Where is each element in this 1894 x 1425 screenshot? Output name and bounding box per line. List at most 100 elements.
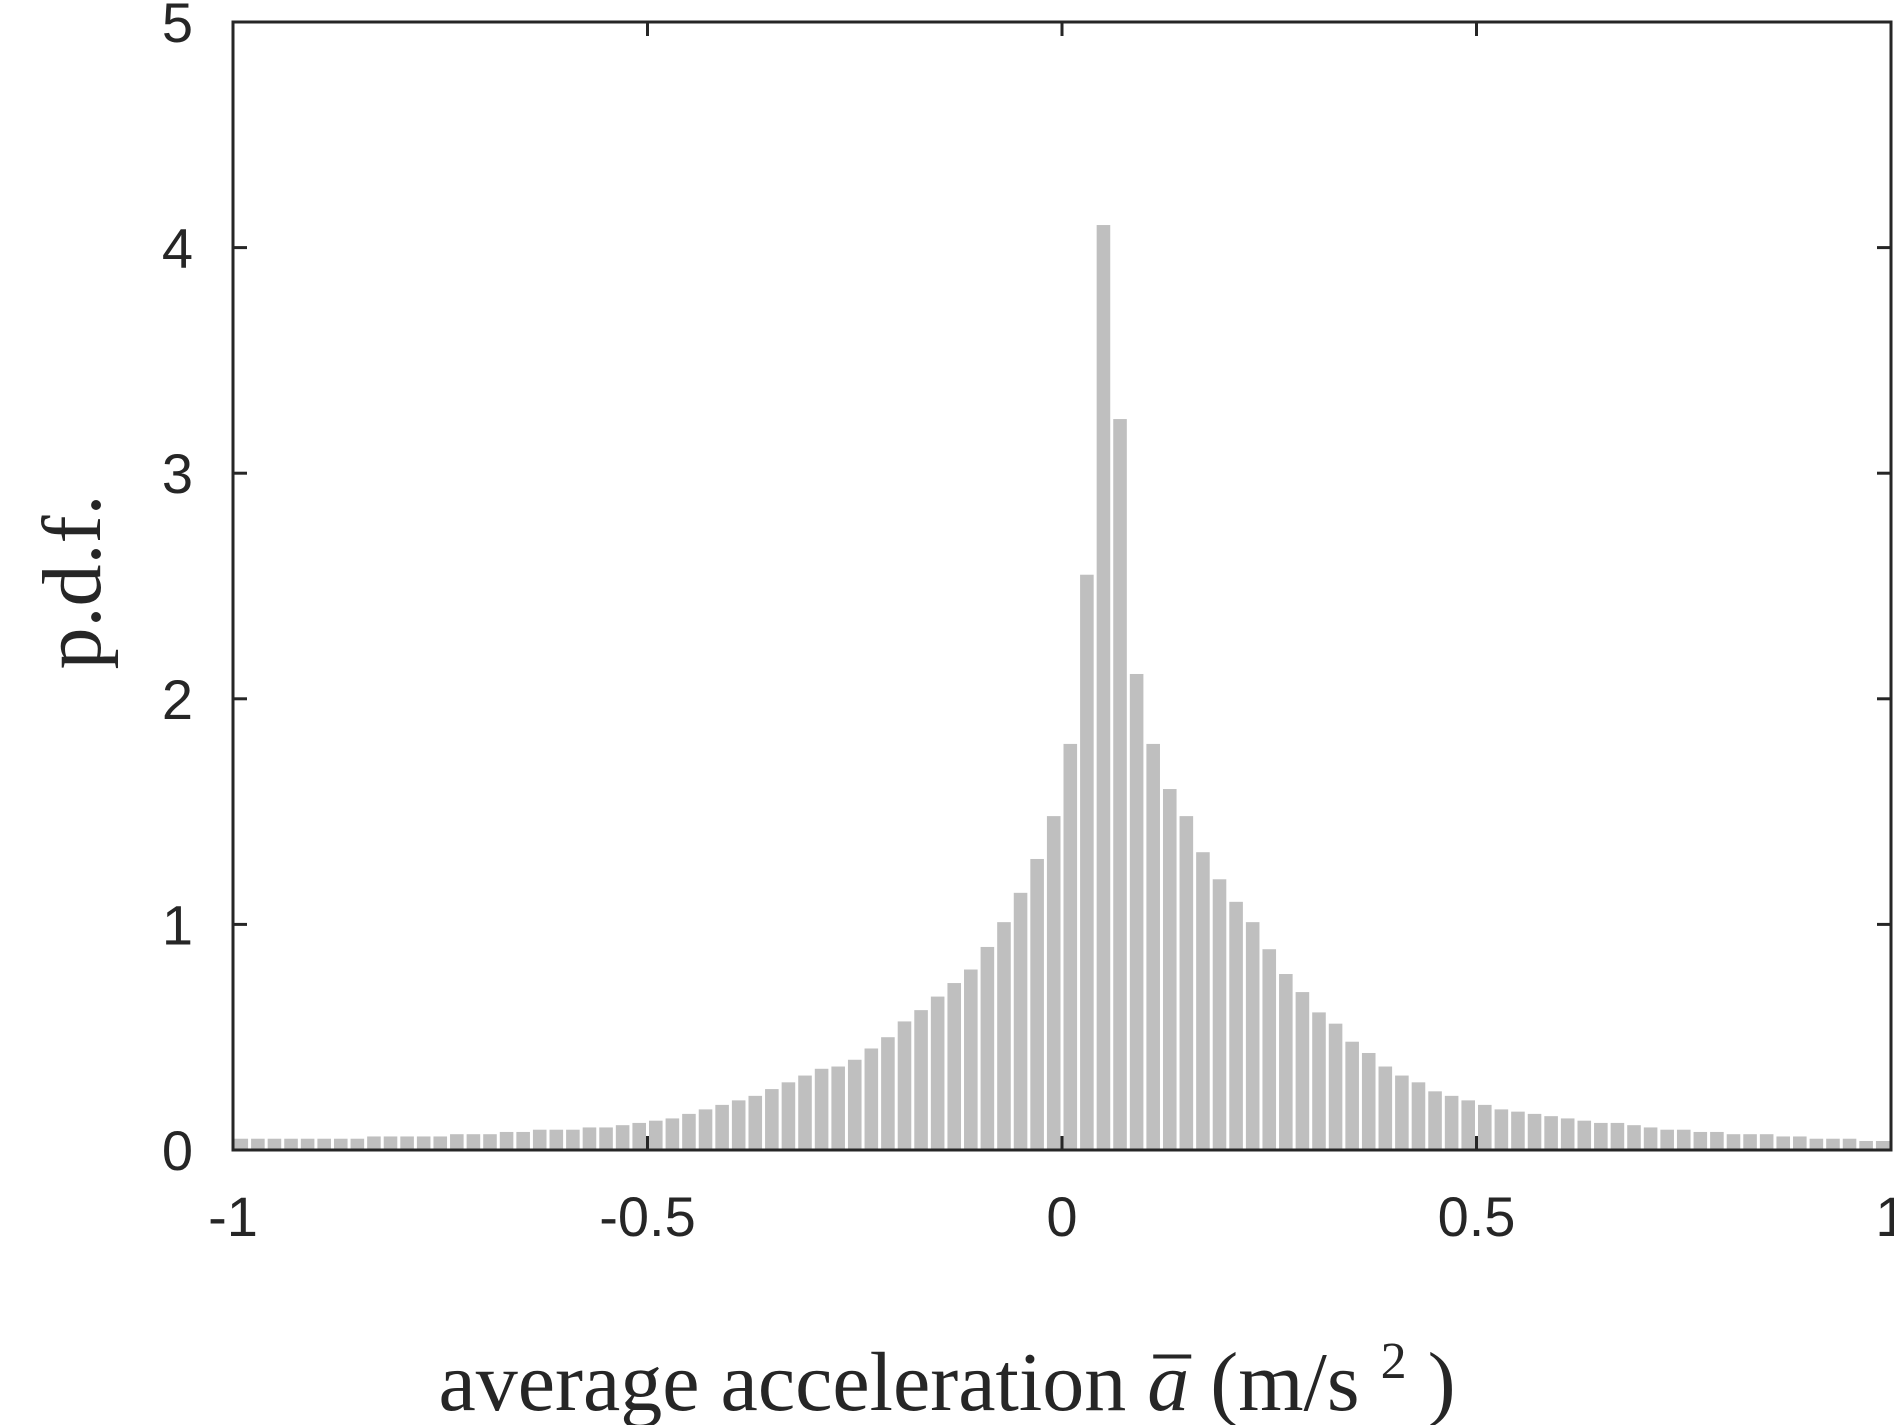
bar — [997, 922, 1011, 1150]
x-tick-label: -1 — [208, 1185, 258, 1248]
bar — [466, 1134, 481, 1150]
bar — [333, 1138, 348, 1150]
bar — [499, 1131, 514, 1150]
bar — [1229, 901, 1243, 1150]
bar — [317, 1138, 331, 1150]
bar — [267, 1138, 282, 1150]
x-tick-label: -0.5 — [599, 1185, 696, 1248]
bar — [1527, 1113, 1542, 1150]
bar — [947, 983, 962, 1150]
x-axis-title-text: average acceleration — [438, 1336, 1147, 1425]
bar — [1129, 673, 1144, 1150]
bar — [1743, 1134, 1757, 1150]
bar — [532, 1129, 547, 1150]
tick-labels-group: -1 -0.5 0 0.5 1 0 1 2 3 4 5 — [162, 0, 1894, 1248]
bar — [1179, 816, 1194, 1150]
bar — [814, 1068, 829, 1150]
bar — [251, 1138, 265, 1150]
bar — [1361, 1052, 1376, 1150]
bar — [367, 1136, 381, 1150]
bar — [1875, 1140, 1890, 1150]
bar — [1196, 852, 1210, 1150]
bar — [1710, 1131, 1724, 1150]
bar — [1345, 1041, 1359, 1150]
bar — [1328, 1023, 1343, 1150]
bar — [964, 969, 978, 1150]
bar — [400, 1136, 414, 1150]
bar — [1461, 1100, 1475, 1150]
bar — [1295, 992, 1310, 1150]
bar — [1378, 1066, 1393, 1150]
plot-frame — [231, 20, 1893, 1152]
bar — [765, 1089, 779, 1150]
bar — [1511, 1111, 1525, 1150]
bar — [599, 1127, 613, 1150]
bar — [516, 1131, 530, 1150]
bar — [1726, 1134, 1741, 1150]
x-tick-label: 0.5 — [1438, 1185, 1516, 1248]
bar — [1312, 1012, 1326, 1150]
bar — [1809, 1138, 1824, 1150]
bars-group — [234, 225, 1890, 1151]
bar — [1096, 225, 1111, 1151]
bar — [549, 1129, 564, 1150]
bar — [1262, 949, 1277, 1150]
bar — [980, 946, 995, 1150]
bar — [1776, 1136, 1791, 1150]
bar — [450, 1134, 464, 1150]
bar — [632, 1122, 646, 1150]
bar — [897, 1021, 912, 1150]
bar — [1113, 419, 1127, 1150]
bar — [1030, 858, 1044, 1150]
bar — [1676, 1129, 1691, 1150]
bar — [1046, 816, 1061, 1150]
bar — [1411, 1082, 1426, 1150]
bar — [1594, 1122, 1608, 1150]
bar — [1279, 974, 1293, 1150]
bar — [1478, 1104, 1492, 1150]
bar — [1080, 574, 1094, 1150]
bar — [1660, 1129, 1674, 1150]
bar — [665, 1118, 680, 1150]
bar — [1842, 1138, 1857, 1150]
y-tick-label: 4 — [162, 217, 193, 280]
x-tick-label: 1 — [1875, 1185, 1894, 1248]
bar — [566, 1129, 580, 1150]
bar — [1577, 1120, 1592, 1150]
bar — [1395, 1075, 1409, 1150]
bar — [383, 1136, 398, 1150]
bar — [731, 1100, 746, 1150]
bar — [1494, 1109, 1509, 1150]
bar — [881, 1037, 895, 1150]
svg-text:average acceleration a: average acceleration a (m/s 2 ) — [438, 1304, 1455, 1425]
bar — [350, 1138, 365, 1150]
bar — [698, 1109, 713, 1150]
y-tick-label: 0 — [162, 1119, 193, 1182]
bar — [1428, 1091, 1442, 1150]
bar — [1444, 1095, 1459, 1150]
x-axis-title-symbol: a — [1147, 1336, 1189, 1425]
bar — [1793, 1136, 1807, 1150]
y-tick-label: 3 — [162, 442, 193, 505]
y-tick-label: 2 — [162, 668, 193, 731]
bar — [847, 1059, 862, 1150]
bar — [1610, 1122, 1625, 1150]
bar — [234, 1138, 249, 1150]
bar — [930, 996, 945, 1150]
bar — [1693, 1131, 1708, 1150]
y-axis-title: p.d.f. — [26, 495, 119, 670]
bar — [433, 1136, 448, 1150]
bar — [1859, 1140, 1873, 1150]
bar — [1759, 1134, 1774, 1150]
bar — [831, 1066, 845, 1150]
x-axis-title-close: ) — [1428, 1336, 1456, 1425]
x-axis-title: average acceleration a (m/s 2 ) — [438, 1304, 1455, 1425]
bar — [1544, 1116, 1558, 1150]
x-tick-label: 0 — [1046, 1185, 1077, 1248]
bar — [1162, 789, 1177, 1150]
bar — [798, 1075, 812, 1150]
x-axis-title-unit: (m/s — [1210, 1336, 1359, 1425]
bar — [1245, 922, 1260, 1150]
bar — [1643, 1127, 1658, 1150]
